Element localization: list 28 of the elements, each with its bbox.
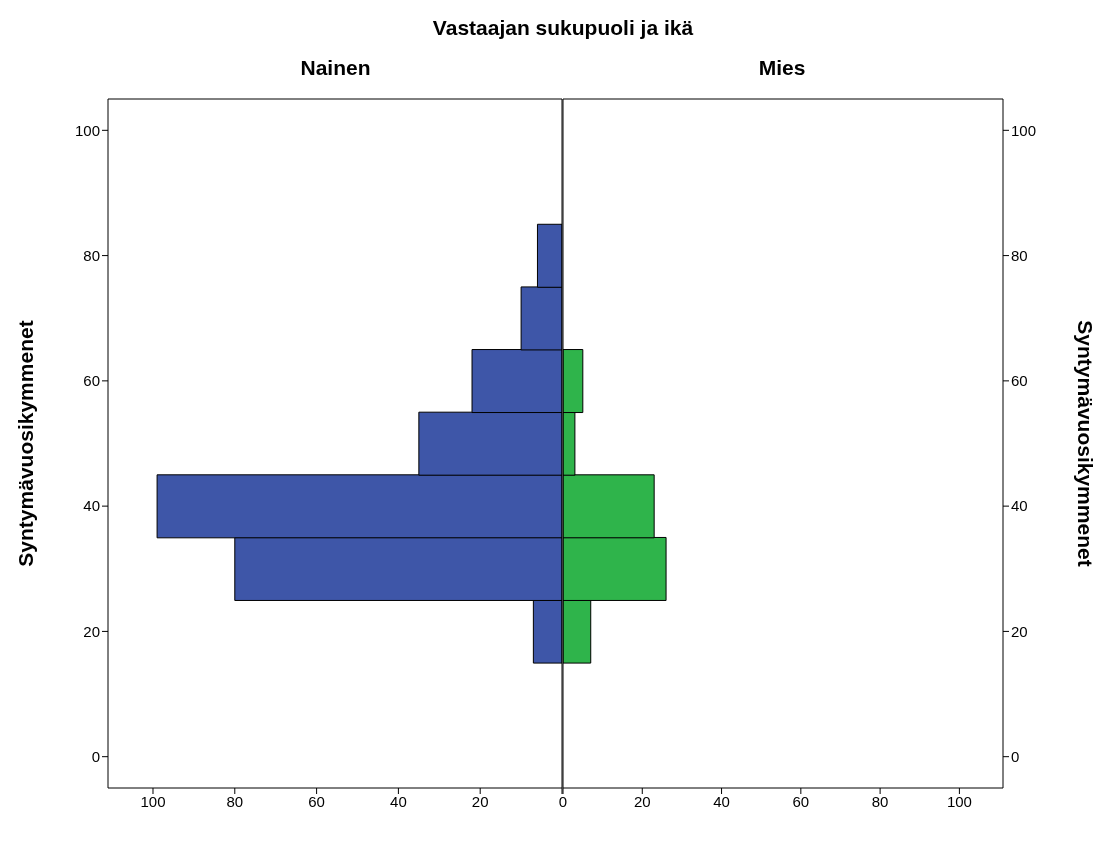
x-tick-label: 100 [140,792,166,810]
x-tick-label: 60 [792,792,810,810]
y-tick-label: 100 [1011,121,1037,139]
y-tick-label: 20 [83,622,100,640]
y-tick-label: 40 [83,497,100,515]
x-tick-label: 20 [633,792,651,810]
x-tick-label: 40 [390,792,407,810]
y-tick-label: 60 [83,372,100,390]
y-axis-title: Syntymävuosikymmenet [14,320,38,567]
x-tick-label: 60 [308,792,325,810]
y-tick-label: 80 [1011,246,1028,264]
x-tick-label: 100 [946,792,972,810]
x-tick-label: 80 [226,792,244,810]
y-tick-label: 80 [83,246,100,264]
y-axis-title: Syntymävuosikymmenet [1073,320,1097,567]
y-tick-label: 60 [1011,372,1028,390]
x-tick-label: 20 [471,792,489,810]
chart-title: Vastaajan sukupuoli ja ikä [432,16,694,39]
y-tick-label: 100 [74,121,100,139]
y-tick-label: 40 [1011,497,1028,515]
text: Nainen [300,56,371,79]
y-tick-label: 20 [1011,622,1028,640]
x-tick-label: 80 [871,792,889,810]
y-tick-label: 0 [1011,748,1020,766]
y-tick-label: 0 [91,748,100,766]
x-tick-label: 0 [558,792,568,810]
x-tick-label: 40 [713,792,730,810]
text: Mies [758,56,806,79]
